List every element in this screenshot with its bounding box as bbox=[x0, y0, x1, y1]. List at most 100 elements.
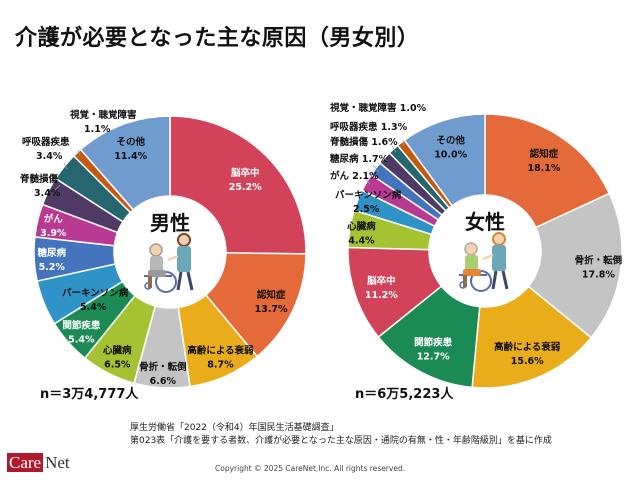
female-label-category-2: 高齢による衰弱 bbox=[494, 341, 560, 353]
page-title: 介護が必要となった主な原因（男女別） bbox=[15, 26, 420, 51]
male-label-11: 視覚・聴覚障害 1.1% bbox=[69, 109, 137, 156]
female-leader-line-11 bbox=[403, 139, 405, 146]
male-label-category-4: 心臓病 bbox=[103, 344, 132, 356]
logo-care: Care bbox=[7, 453, 44, 472]
male-label-value-7: 5.2% bbox=[39, 262, 66, 273]
female-slice-frailty bbox=[471, 285, 593, 389]
male-label-category-3: 骨折・転倒 bbox=[139, 361, 187, 373]
copyright: Copyright © 2025 CareNet,Inc. All rights… bbox=[215, 464, 406, 473]
male-label-value-9: 3.4% bbox=[34, 188, 61, 199]
female-label-2: 高齢による衰弱 15.6% bbox=[494, 341, 560, 367]
female-label-category-1: 骨折・転倒 bbox=[575, 254, 623, 266]
male-label-value-12: 11.4% bbox=[114, 151, 147, 162]
female-leader-line-9 bbox=[379, 154, 388, 161]
male-label-4: 心臓病 6.5% bbox=[103, 344, 132, 370]
female-label-value-2: 15.6% bbox=[511, 356, 544, 367]
male-slice-dementia bbox=[204, 252, 307, 358]
male-leader-line-11 bbox=[77, 149, 81, 156]
female-label-text-10: 呼吸器疾患 1.3% bbox=[330, 121, 408, 133]
male-label-value-11: 1.1% bbox=[84, 124, 111, 135]
female-label-text-9: 脊髄損傷 1.6% bbox=[329, 136, 398, 148]
female-slice-other bbox=[403, 113, 486, 207]
male-label-category-12: その他 bbox=[116, 136, 145, 148]
male-label-category-1: 認知症 bbox=[257, 289, 286, 301]
male-label-value-5: 5.4% bbox=[68, 335, 95, 346]
male-center-title: 男性 bbox=[150, 211, 190, 235]
female-leader-line-7 bbox=[364, 177, 371, 185]
male-label-12: その他 11.4% bbox=[114, 136, 147, 162]
female-label-text-11: 視覚・聴覚障害 1.0% bbox=[329, 102, 427, 114]
male-label-category-2: 高齢による衰弱 bbox=[187, 345, 253, 357]
female-center-title: 女性 bbox=[465, 210, 505, 234]
female-label-7: がん 2.1% bbox=[330, 170, 379, 185]
male-label-value-4: 6.5% bbox=[104, 359, 131, 370]
male-label-7: 糖尿病 5.2% bbox=[38, 247, 67, 273]
carenet-logo: Care Net bbox=[7, 453, 70, 472]
male-label-category-6: パーキンソン病 bbox=[62, 287, 129, 299]
female-label-10: 呼吸器疾患 1.3% bbox=[330, 121, 408, 153]
male-leader-line-9 bbox=[51, 184, 61, 194]
male-slice-stroke bbox=[169, 115, 307, 255]
male-caregiver-wheelchair-icon bbox=[144, 233, 194, 293]
male-label-3: 骨折・転倒 6.6% bbox=[139, 361, 187, 387]
female-label-value-4: 11.2% bbox=[365, 290, 398, 301]
male-label-category-11: 視覚・聴覚障害 bbox=[69, 109, 137, 121]
male-donut-chart: 脳卒中 25.2% 認知症 13.7% 高齢による衰弱 8.7% 骨折・転倒 6.6% 心臓病 6… bbox=[19, 109, 307, 389]
male-label-0: 脳卒中 25.2% bbox=[229, 167, 262, 193]
female-leader-line-10 bbox=[391, 145, 397, 153]
female-label-4: 脳卒中 11.2% bbox=[365, 275, 398, 301]
female-label-9: 脊髄損傷 1.6% bbox=[329, 136, 398, 161]
female-label-value-12: 10.0% bbox=[434, 149, 467, 160]
male-sample-size: n＝3万4,777人 bbox=[40, 387, 139, 402]
male-label-category-9: 脊髄損傷 bbox=[19, 173, 59, 185]
female-label-category-3: 関節疾患 bbox=[414, 336, 453, 348]
female-label-value-1: 17.8% bbox=[582, 269, 615, 280]
male-label-10: 呼吸器疾患 3.4% bbox=[22, 136, 70, 170]
female-label-0: 認知症 18.1% bbox=[527, 148, 560, 174]
female-label-category-6: パーキンソン病 bbox=[335, 189, 402, 201]
female-label-6: パーキンソン病 2.5% bbox=[335, 189, 402, 215]
source-note: 厚生労働省「2022（令和4）年国民生活基礎調査」 第023表「介護を要する者数… bbox=[130, 422, 552, 448]
male-label-category-10: 呼吸器疾患 bbox=[22, 136, 70, 148]
female-leader-line-8 bbox=[372, 164, 379, 172]
female-label-category-0: 認知症 bbox=[530, 148, 559, 160]
male-label-8: がん 3.9% bbox=[40, 213, 67, 239]
source-line-1: 厚生労働省「2022（令和4）年国民生活基礎調査」 bbox=[130, 423, 339, 433]
male-leader-line-10 bbox=[63, 162, 68, 170]
female-label-category-4: 脳卒中 bbox=[366, 275, 396, 287]
male-label-category-0: 脳卒中 bbox=[230, 167, 260, 179]
female-label-8: 糖尿病 1.7% bbox=[330, 153, 389, 172]
male-label-1: 認知症 13.7% bbox=[255, 289, 288, 315]
female-label-text-8: 糖尿病 1.7% bbox=[330, 153, 389, 165]
male-label-5: 関節疾患 5.4% bbox=[62, 320, 101, 346]
male-label-6: パーキンソン病 5.4% bbox=[62, 287, 129, 313]
female-label-value-5: 4.4% bbox=[348, 236, 375, 247]
female-label-12: その他 10.0% bbox=[434, 134, 467, 160]
female-donut-chart: 認知症 18.1% 骨折・転倒 17.8% 高齢による衰弱 15.6% 関節疾患 12.7% 脳… bbox=[329, 102, 623, 389]
female-slice-dementia bbox=[484, 113, 611, 229]
male-label-value-1: 13.7% bbox=[255, 304, 288, 315]
male-label-9: 脊髄損傷 3.4% bbox=[19, 173, 61, 199]
female-sample-size: n＝6万5,223人 bbox=[355, 387, 454, 402]
female-label-category-5: 心臓病 bbox=[347, 221, 376, 233]
male-slice-other bbox=[79, 115, 171, 211]
male-label-value-6: 5.4% bbox=[80, 302, 107, 313]
female-label-1: 骨折・転倒 17.8% bbox=[575, 254, 623, 280]
male-label-value-3: 6.6% bbox=[150, 376, 177, 387]
male-label-value-0: 25.2% bbox=[229, 182, 262, 193]
female-caregiver-wheelchair-icon bbox=[459, 232, 509, 292]
male-label-category-5: 関節疾患 bbox=[62, 320, 101, 332]
female-label-5: 心臓病 4.4% bbox=[347, 221, 376, 247]
female-label-text-7: がん 2.1% bbox=[330, 170, 379, 182]
female-label-11: 視覚・聴覚障害 1.0% bbox=[329, 102, 427, 146]
male-label-category-8: がん bbox=[44, 213, 64, 225]
male-label-category-7: 糖尿病 bbox=[38, 247, 67, 259]
male-label-value-2: 8.7% bbox=[207, 360, 234, 371]
male-label-value-10: 3.4% bbox=[36, 151, 63, 162]
female-label-value-0: 18.1% bbox=[527, 163, 560, 174]
female-label-value-3: 12.7% bbox=[417, 351, 450, 362]
female-slice-fracture bbox=[527, 192, 623, 339]
logo-net: Net bbox=[45, 453, 70, 472]
female-label-category-12: その他 bbox=[436, 134, 465, 146]
